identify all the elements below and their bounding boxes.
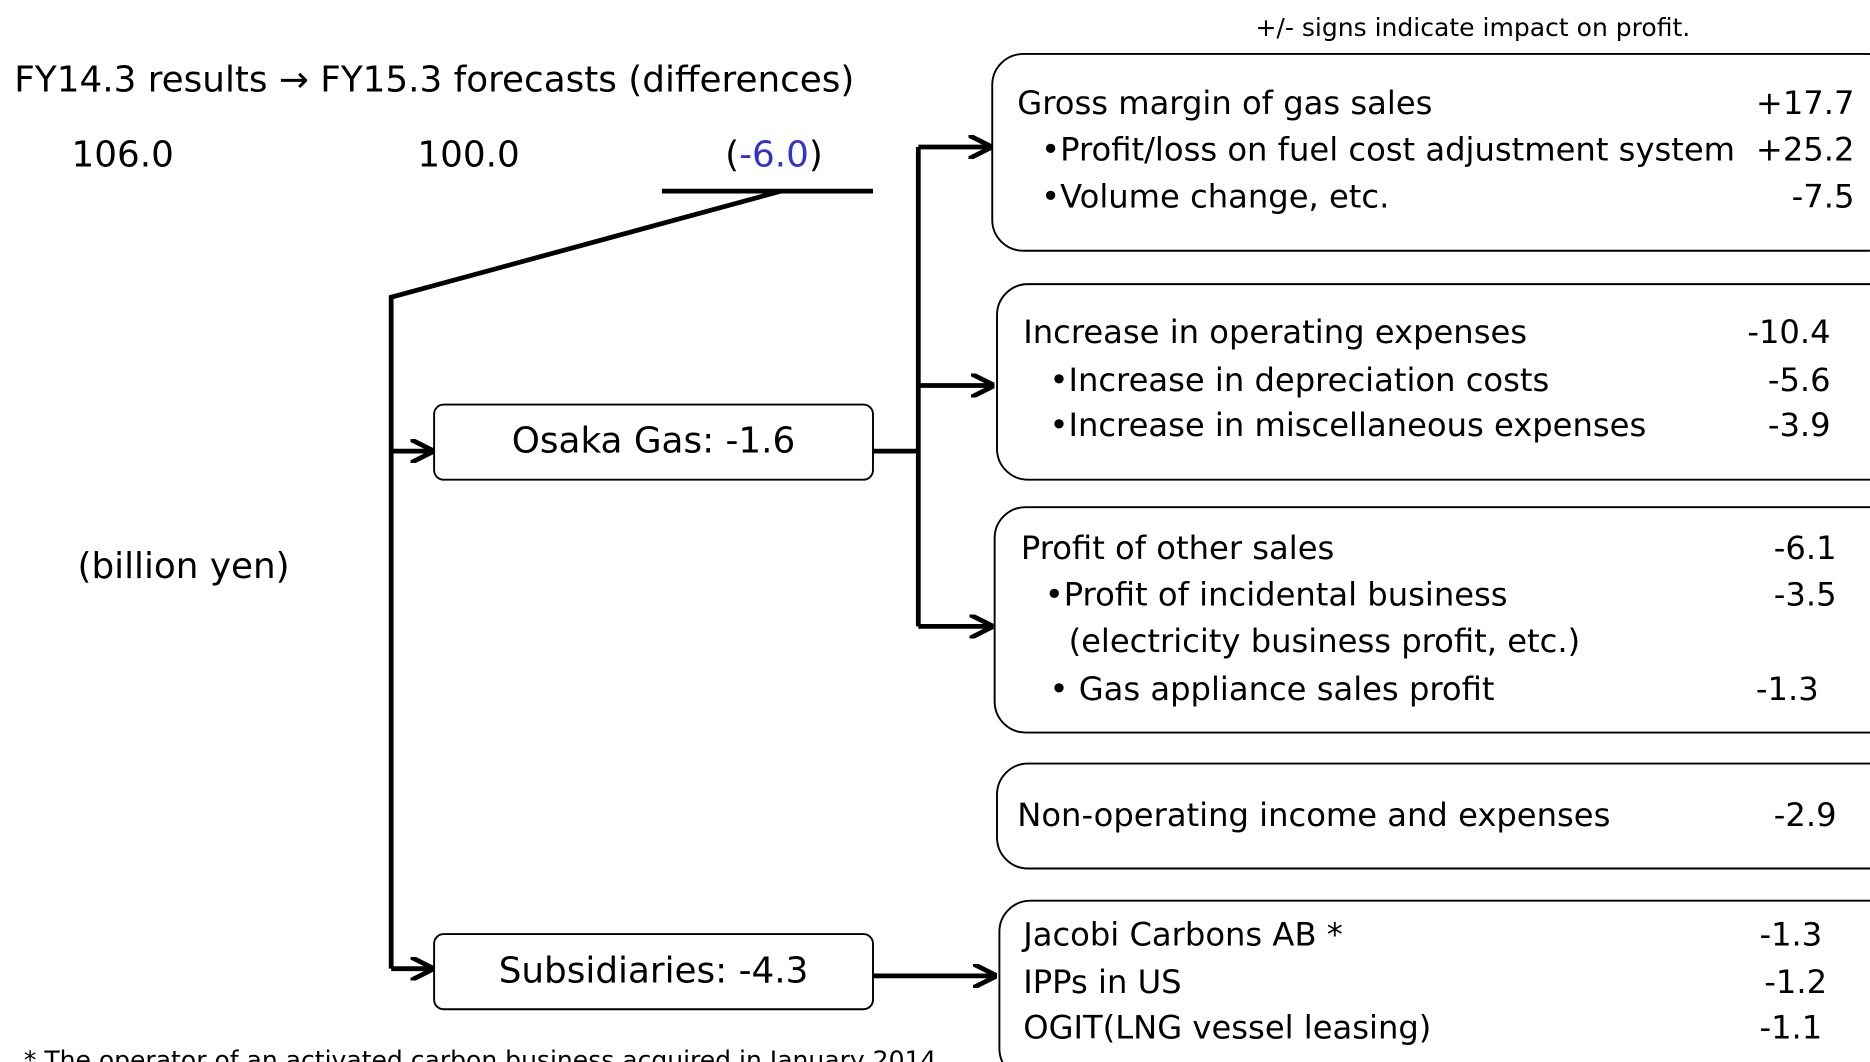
row-label: •Increase in depreciation costs bbox=[1049, 361, 1549, 399]
paren: ( bbox=[725, 135, 739, 176]
fy15-value: 100.0 bbox=[417, 135, 519, 176]
row-label: IPPs in US bbox=[1023, 963, 1181, 1001]
difference: (-6.0) bbox=[725, 135, 823, 176]
row-label: • Gas appliance sales profit bbox=[1049, 670, 1494, 708]
row-value: -1.2 bbox=[1764, 963, 1827, 1001]
paren: ) bbox=[809, 135, 823, 176]
row-value: -7.5 bbox=[1792, 177, 1855, 215]
row-value: +17.7 bbox=[1756, 84, 1855, 122]
footnote: * The operator of an activated carbon bu… bbox=[24, 1046, 937, 1062]
fy14-value: 106.0 bbox=[72, 135, 174, 176]
group-box bbox=[991, 53, 1870, 252]
row-label: OGIT(LNG vessel leasing) bbox=[1023, 1009, 1431, 1047]
group-box bbox=[996, 283, 1870, 481]
row-label: Gross margin of gas sales bbox=[1017, 84, 1432, 122]
diff-value: -6.0 bbox=[739, 135, 809, 176]
row-label: •Profit of incidental business bbox=[1045, 576, 1508, 614]
row-label: Non-operating income and expenses bbox=[1017, 796, 1610, 834]
group-box bbox=[998, 899, 1870, 1062]
row-value: -2.9 bbox=[1774, 796, 1837, 834]
row-value: -5.6 bbox=[1768, 361, 1831, 399]
group-box bbox=[996, 762, 1870, 870]
row-label: •Profit/loss on fuel cost adjustment sys… bbox=[1041, 131, 1735, 169]
row-label: •Volume change, etc. bbox=[1041, 177, 1389, 215]
title: FY14.3 results → FY15.3 forecasts (diffe… bbox=[14, 59, 854, 100]
note: +/- signs indicate impact on profit. bbox=[1255, 13, 1690, 42]
row-value: -3.9 bbox=[1768, 406, 1831, 444]
row-value: -1.3 bbox=[1756, 670, 1819, 708]
row-label: Increase in operating expenses bbox=[1023, 313, 1527, 351]
row-value: -1.3 bbox=[1759, 915, 1822, 953]
row-value: -1.1 bbox=[1759, 1009, 1822, 1047]
row-value: -3.5 bbox=[1774, 576, 1837, 614]
node-box bbox=[433, 933, 874, 1011]
node-label: Subsidiaries: -4.3 bbox=[499, 950, 809, 991]
group-box bbox=[993, 506, 1870, 734]
row-value: +25.2 bbox=[1756, 131, 1855, 169]
row-label: •Increase in miscellaneous expenses bbox=[1049, 406, 1646, 444]
connector bbox=[388, 188, 782, 969]
unit: (billion yen) bbox=[78, 546, 290, 587]
row-value: -10.4 bbox=[1747, 313, 1830, 351]
row-label: Profit of other sales bbox=[1021, 529, 1334, 567]
node-label: Osaka Gas: -1.6 bbox=[512, 421, 796, 462]
node-box bbox=[433, 403, 874, 481]
row-value: -6.1 bbox=[1774, 529, 1837, 567]
row-label: Jacobi Carbons AB * bbox=[1021, 915, 1343, 953]
row-label: (electricity business profit, etc.) bbox=[1069, 622, 1581, 660]
